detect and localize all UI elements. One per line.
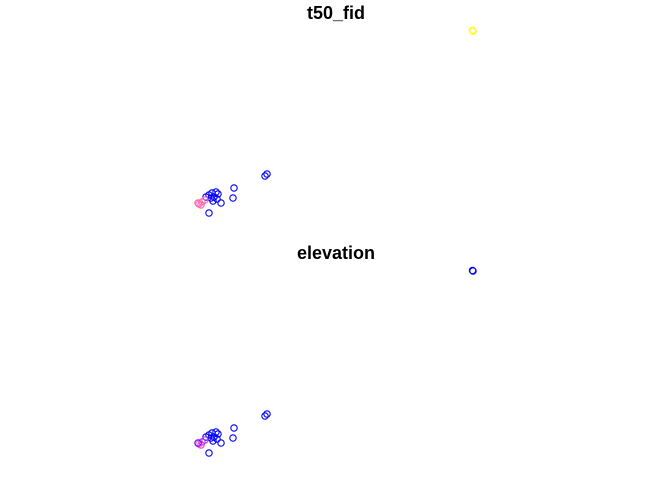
t50-fid-point-3 <box>263 170 271 178</box>
t50-fid-point-16 <box>205 209 213 217</box>
t50-fid-point-4 <box>230 184 238 192</box>
t50-fid-point-14 <box>229 194 237 202</box>
panel-title-t50-fid: t50_fid <box>307 3 365 23</box>
t50-fid-point-11 <box>213 195 221 203</box>
panel-elevation: elevation <box>194 243 477 457</box>
elevation-points <box>194 266 477 457</box>
elevation-point-14 <box>229 434 237 442</box>
elevation-point-21 <box>194 439 202 447</box>
elevation-point-11 <box>213 435 221 443</box>
elevation-point-5 <box>212 428 220 436</box>
elevation-point-1 <box>468 266 477 275</box>
elevation-point-4 <box>230 424 238 432</box>
t50-fid-point-5 <box>212 188 220 196</box>
panel-t50-fid: t50_fid <box>194 3 477 217</box>
t50-fid-point-21 <box>194 199 202 207</box>
elevation-point-2 <box>261 412 269 420</box>
panel-title-elevation: elevation <box>297 243 375 263</box>
t50-fid-point-2 <box>261 172 269 180</box>
elevation-point-12 <box>209 437 217 445</box>
elevation-point-13 <box>217 439 225 447</box>
t50-fid-points <box>194 26 477 217</box>
t50-fid-point-12 <box>209 197 217 205</box>
elevation-point-3 <box>263 410 271 418</box>
t50-fid-point-13 <box>217 199 225 207</box>
t50-fid-point-1 <box>468 26 477 35</box>
elevation-point-16 <box>205 449 213 457</box>
